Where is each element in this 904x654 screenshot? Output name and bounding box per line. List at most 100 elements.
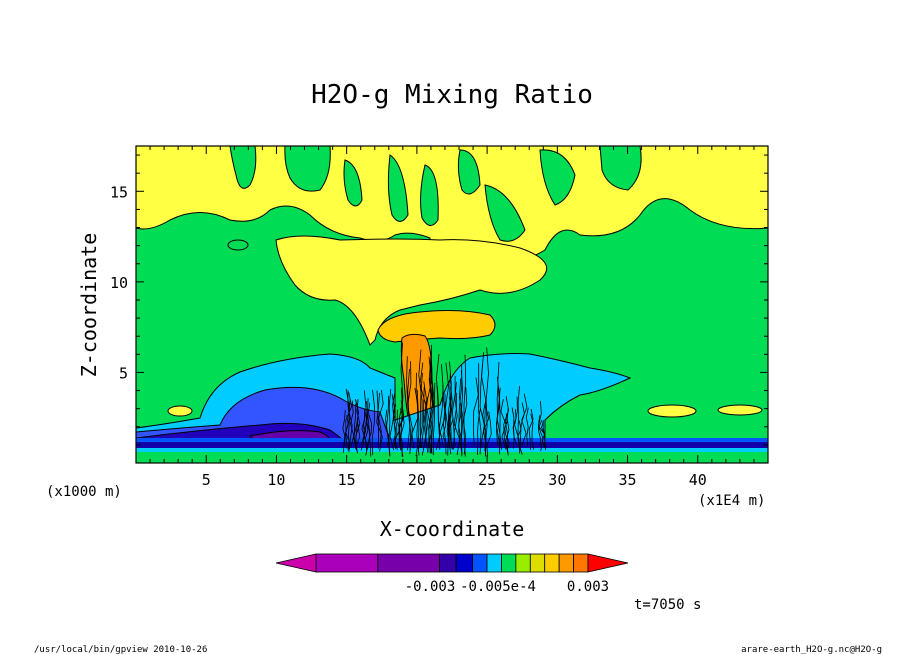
y-tick-label: 10 bbox=[110, 274, 128, 292]
colorbar-swatch bbox=[558, 553, 574, 573]
convective-contour-line bbox=[367, 402, 372, 457]
convective-contour-line bbox=[407, 361, 413, 451]
convective-contour-line bbox=[399, 390, 405, 457]
colorbar-tick-labels: -0.003 -0.005e-4 0.003 bbox=[405, 579, 609, 595]
convective-contour-line bbox=[462, 387, 468, 455]
contour-green-streak-6 bbox=[457, 149, 481, 195]
x-tick-label: 20 bbox=[408, 471, 426, 489]
colorbar-tick-label: -0.003 bbox=[405, 579, 456, 595]
colorbar-swatch bbox=[573, 553, 589, 573]
convective-contour-line bbox=[386, 395, 391, 457]
colorbar-swatch bbox=[515, 553, 531, 573]
convective-contour-line bbox=[406, 356, 411, 451]
convective-contour-line bbox=[389, 393, 395, 451]
colorbar-swatch bbox=[315, 553, 379, 573]
colorbar-low-extension bbox=[275, 553, 317, 573]
contour-green-streak-5 bbox=[420, 164, 439, 226]
contour-green-streak-7 bbox=[484, 184, 526, 242]
contour-green-surface-strip bbox=[136, 452, 768, 463]
convective-contour-line bbox=[512, 408, 517, 446]
contour-orange-anvil bbox=[377, 310, 496, 343]
convective-contour-line bbox=[517, 420, 523, 455]
x-axis: 5 10 15 20 25 30 35 40 bbox=[149, 146, 755, 489]
x-tick-label: 35 bbox=[619, 471, 637, 489]
contour-yellow-patch-2 bbox=[647, 404, 697, 418]
contour-green-blob bbox=[227, 239, 249, 251]
convective-contour-line bbox=[398, 400, 405, 457]
convective-contour-line bbox=[463, 354, 467, 457]
convective-contour-line bbox=[505, 407, 510, 453]
convective-contour-line bbox=[528, 408, 534, 450]
colorbar-swatch bbox=[377, 553, 441, 573]
x-tick-label: 40 bbox=[689, 471, 707, 489]
convective-contour-line bbox=[495, 362, 501, 446]
convective-contour-line bbox=[417, 349, 423, 453]
x-axis-label: X-coordinate bbox=[380, 517, 525, 541]
contour-cyan-strip bbox=[136, 448, 768, 452]
contour-green-streak-1 bbox=[229, 146, 257, 189]
contour-green-streak-3 bbox=[343, 159, 363, 207]
x-tick-label: 25 bbox=[478, 471, 496, 489]
convective-contour-line bbox=[376, 390, 380, 449]
convective-contour-line bbox=[453, 382, 458, 450]
footer-right: arare-earth_H2O-g.nc@H2O-g bbox=[741, 645, 882, 654]
contour-blue-strip bbox=[136, 438, 768, 442]
convective-contour-line bbox=[428, 360, 434, 453]
y-tick-label: 5 bbox=[119, 364, 128, 382]
convective-contour-line bbox=[430, 344, 435, 453]
convective-contour-line bbox=[353, 403, 357, 447]
convective-contour-line bbox=[365, 414, 373, 451]
colorbar-tick-label: 0.003 bbox=[567, 579, 609, 595]
colorbar-swatch bbox=[472, 553, 488, 573]
x-unit-label: (x1000 m) bbox=[46, 484, 122, 500]
colorbar-swatch bbox=[439, 553, 457, 573]
colorbar-swatch bbox=[455, 553, 474, 573]
convective-contour-line bbox=[458, 378, 464, 457]
convective-contour-line bbox=[530, 413, 535, 450]
convective-contour-line bbox=[458, 364, 463, 453]
convective-contour-line bbox=[472, 377, 479, 446]
convective-contour-line bbox=[343, 388, 350, 453]
y-axis-label: Z-coordinate bbox=[77, 233, 101, 378]
convective-contour-lines bbox=[342, 342, 547, 457]
chart-title: H2O-g Mixing Ratio bbox=[311, 80, 593, 110]
x-axis-extra-label: (x1E4 m) bbox=[698, 493, 765, 509]
convective-contour-line bbox=[345, 392, 353, 449]
convective-contour-line bbox=[364, 421, 369, 456]
convective-contour-line bbox=[521, 393, 528, 447]
contour-yellow-patch-1 bbox=[167, 405, 193, 417]
convective-contour-line bbox=[538, 415, 541, 447]
colorbar-high-extension bbox=[587, 553, 629, 573]
x-tick-label: 5 bbox=[202, 471, 211, 489]
x-tick-label: 15 bbox=[338, 471, 356, 489]
convective-contour-line bbox=[496, 387, 502, 450]
convective-contour-line bbox=[484, 347, 489, 452]
convective-contour-line bbox=[355, 420, 361, 454]
contour-anvil-yellow bbox=[275, 235, 548, 346]
convective-contour-line bbox=[399, 408, 404, 448]
plot-frame bbox=[135, 145, 769, 464]
contour-yellow-patch-3 bbox=[717, 404, 763, 416]
convective-contour-line bbox=[477, 363, 482, 455]
colorbar-swatch bbox=[529, 553, 546, 573]
convective-contour-line bbox=[378, 389, 384, 446]
convective-contour-line bbox=[457, 403, 462, 449]
convective-contour-line bbox=[447, 372, 451, 446]
convective-contour-line bbox=[419, 362, 427, 448]
time-label: t=7050 s bbox=[634, 597, 701, 613]
colorbar-swatch bbox=[501, 553, 517, 573]
convective-contour-line bbox=[520, 402, 525, 446]
x-tick-label: 10 bbox=[267, 471, 285, 489]
plot-area bbox=[136, 146, 768, 463]
colorbar-tick-label: -0.005e-4 bbox=[460, 579, 536, 595]
convective-contour-line bbox=[419, 372, 423, 449]
contour-green-streak-9 bbox=[599, 146, 642, 191]
convective-contour-line bbox=[361, 408, 367, 449]
convective-contour-line bbox=[505, 413, 509, 456]
convective-contour-line bbox=[355, 399, 359, 450]
y-tick-label: 15 bbox=[110, 183, 128, 201]
convective-contour-line bbox=[480, 352, 487, 447]
convective-contour-line bbox=[423, 381, 427, 450]
contour-green-streak-8 bbox=[539, 149, 576, 206]
convective-contour-line bbox=[407, 368, 412, 455]
